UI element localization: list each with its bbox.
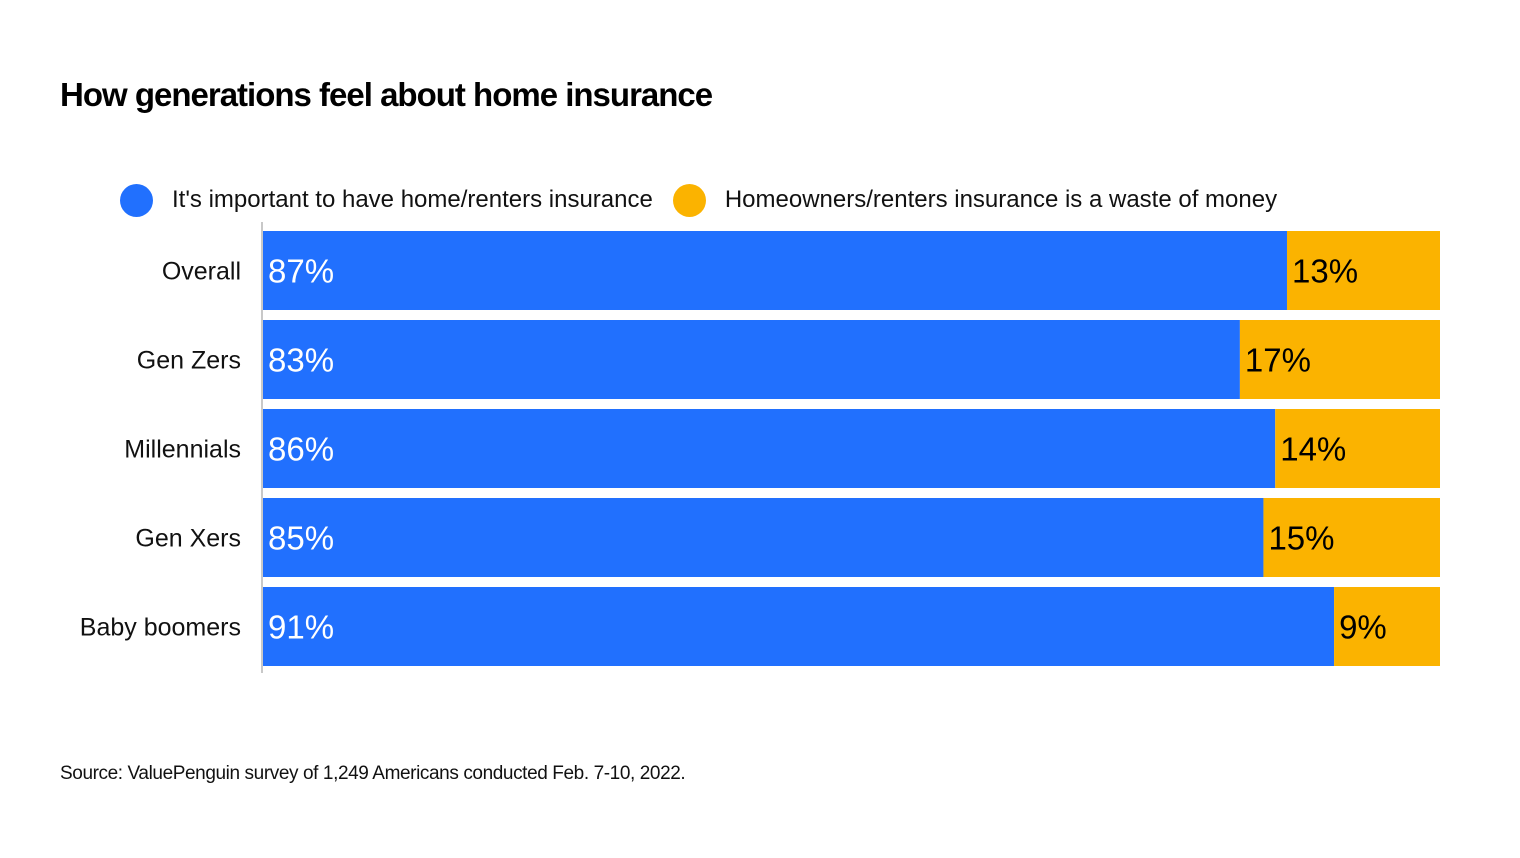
data-label-gen-xers-series-0: 85% [268, 520, 334, 557]
bar-gen-xers-series-0 [263, 498, 1264, 577]
legend-swatch-important [120, 183, 153, 217]
bar-millennials-series-0 [263, 409, 1276, 488]
legend-item-important: It's important to have home/renters insu… [120, 183, 653, 217]
data-label-gen-zers-series-0: 83% [268, 342, 334, 379]
data-label-gen-xers-series-1: 15% [1268, 520, 1334, 557]
legend-swatch-waste [672, 183, 706, 217]
bar-overall-series-0 [263, 231, 1287, 310]
data-label-baby-boomers-series-1: 9% [1339, 609, 1387, 646]
data-label-overall-series-1: 13% [1292, 253, 1358, 290]
category-label-millennials: Millennials [124, 436, 241, 464]
bar-baby-boomers-series-1 [1334, 587, 1440, 666]
bar-millennials-series-1 [1275, 409, 1440, 488]
data-label-millennials-series-0: 86% [268, 431, 334, 468]
legend: It's important to have home/renters insu… [120, 183, 1297, 217]
bar-gen-zers-series-0 [263, 320, 1240, 399]
legend-label-important: It's important to have home/renters insu… [172, 186, 653, 213]
data-label-overall-series-0: 87% [268, 253, 334, 290]
chart-title: How generations feel about home insuranc… [60, 76, 713, 113]
data-label-gen-zers-series-1: 17% [1245, 342, 1311, 379]
legend-label-waste: Homeowners/renters insurance is a waste … [724, 186, 1278, 213]
legend-item-waste: Homeowners/renters insurance is a waste … [672, 183, 1278, 217]
data-label-millennials-series-1: 14% [1280, 431, 1346, 468]
source-note: Source: ValuePenguin survey of 1,249 Ame… [60, 763, 686, 784]
category-label-gen-zers: Gen Zers [137, 347, 241, 375]
bar-overall-series-1 [1286, 231, 1440, 310]
bar-gen-xers-series-1 [1263, 498, 1440, 577]
category-label-baby-boomers: Baby boomers [80, 614, 241, 642]
bar-gen-zers-series-1 [1239, 320, 1440, 399]
data-label-baby-boomers-series-0: 91% [268, 609, 334, 646]
bar-baby-boomers-series-0 [263, 587, 1335, 666]
category-label-gen-xers: Gen Xers [135, 525, 241, 553]
category-label-overall: Overall [162, 258, 241, 286]
